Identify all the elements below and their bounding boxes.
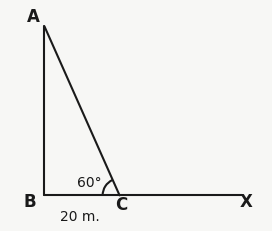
Text: B: B: [23, 193, 36, 211]
Text: A: A: [27, 8, 40, 26]
Text: X: X: [240, 193, 253, 211]
Text: 20 m.: 20 m.: [60, 210, 100, 224]
Text: C: C: [115, 196, 128, 214]
Text: 60°: 60°: [77, 176, 102, 190]
